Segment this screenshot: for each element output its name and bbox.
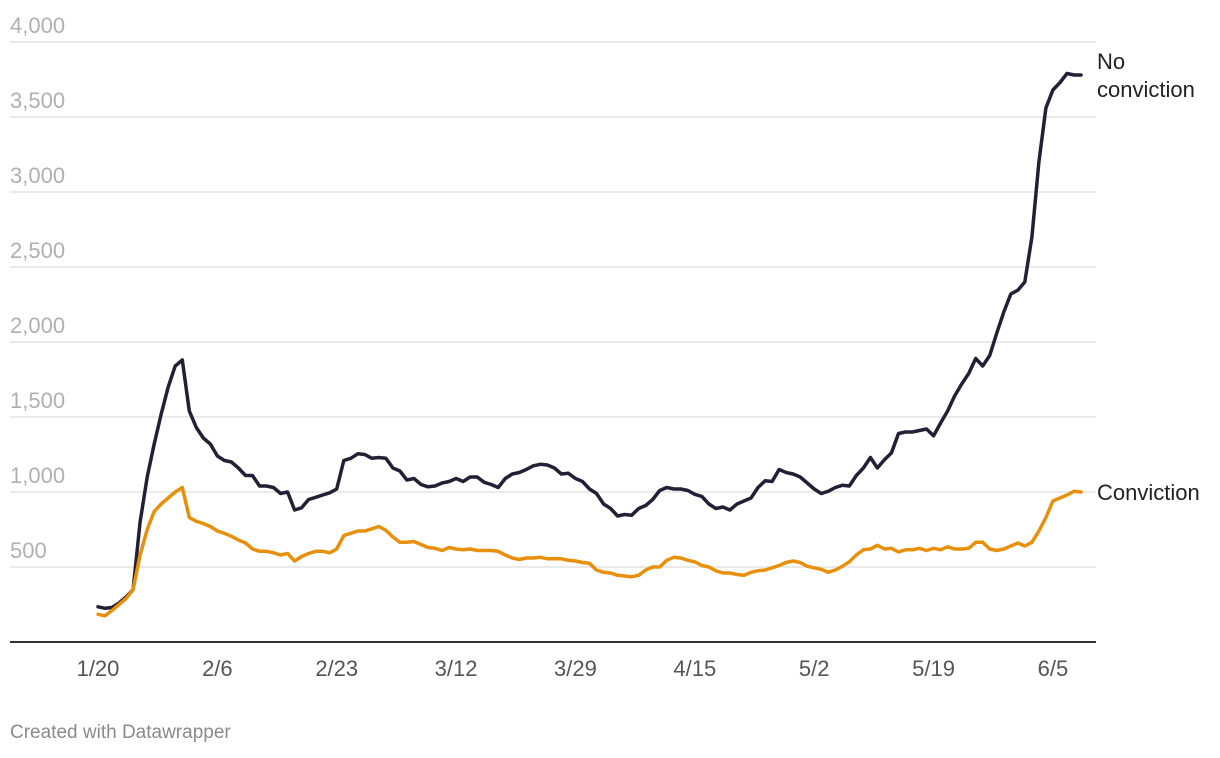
x-tick-label: 3/12 bbox=[435, 656, 478, 681]
x-axis-tick-labels: 1/20 2/6 2/23 3/12 3/29 4/15 5/2 5/19 6/5 bbox=[77, 656, 1069, 681]
gridlines bbox=[10, 41, 1096, 568]
datawrapper-credit: Created with Datawrapper bbox=[10, 722, 231, 743]
x-tick-label: 6/5 bbox=[1038, 656, 1069, 681]
x-tick-label: 1/20 bbox=[77, 656, 120, 681]
series-lines bbox=[96, 71, 1083, 618]
series-line-no-conviction bbox=[96, 71, 1083, 611]
x-tick-label: 2/23 bbox=[315, 656, 358, 681]
x-tick-label: 5/2 bbox=[799, 656, 830, 681]
y-tick-label: 1,000 bbox=[10, 463, 65, 488]
y-tick-label: 4,000 bbox=[10, 13, 65, 38]
y-tick-label: 2,500 bbox=[10, 238, 65, 263]
y-axis-tick-labels: 500 1,000 1,500 2,000 2,500 3,000 3,500 4,000 bbox=[10, 13, 65, 563]
series-label-conviction: Conviction bbox=[1097, 480, 1200, 505]
x-tick-label: 5/19 bbox=[912, 656, 955, 681]
y-tick-label: 2,000 bbox=[10, 313, 65, 338]
series-labels: No conviction Conviction bbox=[1097, 49, 1200, 505]
y-tick-label: 3,000 bbox=[10, 163, 65, 188]
x-tick-label: 3/29 bbox=[554, 656, 597, 681]
y-tick-label: 3,500 bbox=[10, 88, 65, 113]
y-tick-label: 500 bbox=[10, 538, 47, 563]
series-line-conviction bbox=[96, 485, 1083, 618]
x-tick-label: 2/6 bbox=[202, 656, 233, 681]
y-tick-label: 1,500 bbox=[10, 388, 65, 413]
series-label-no-conviction: No conviction bbox=[1097, 49, 1195, 102]
x-tick-label: 4/15 bbox=[673, 656, 716, 681]
